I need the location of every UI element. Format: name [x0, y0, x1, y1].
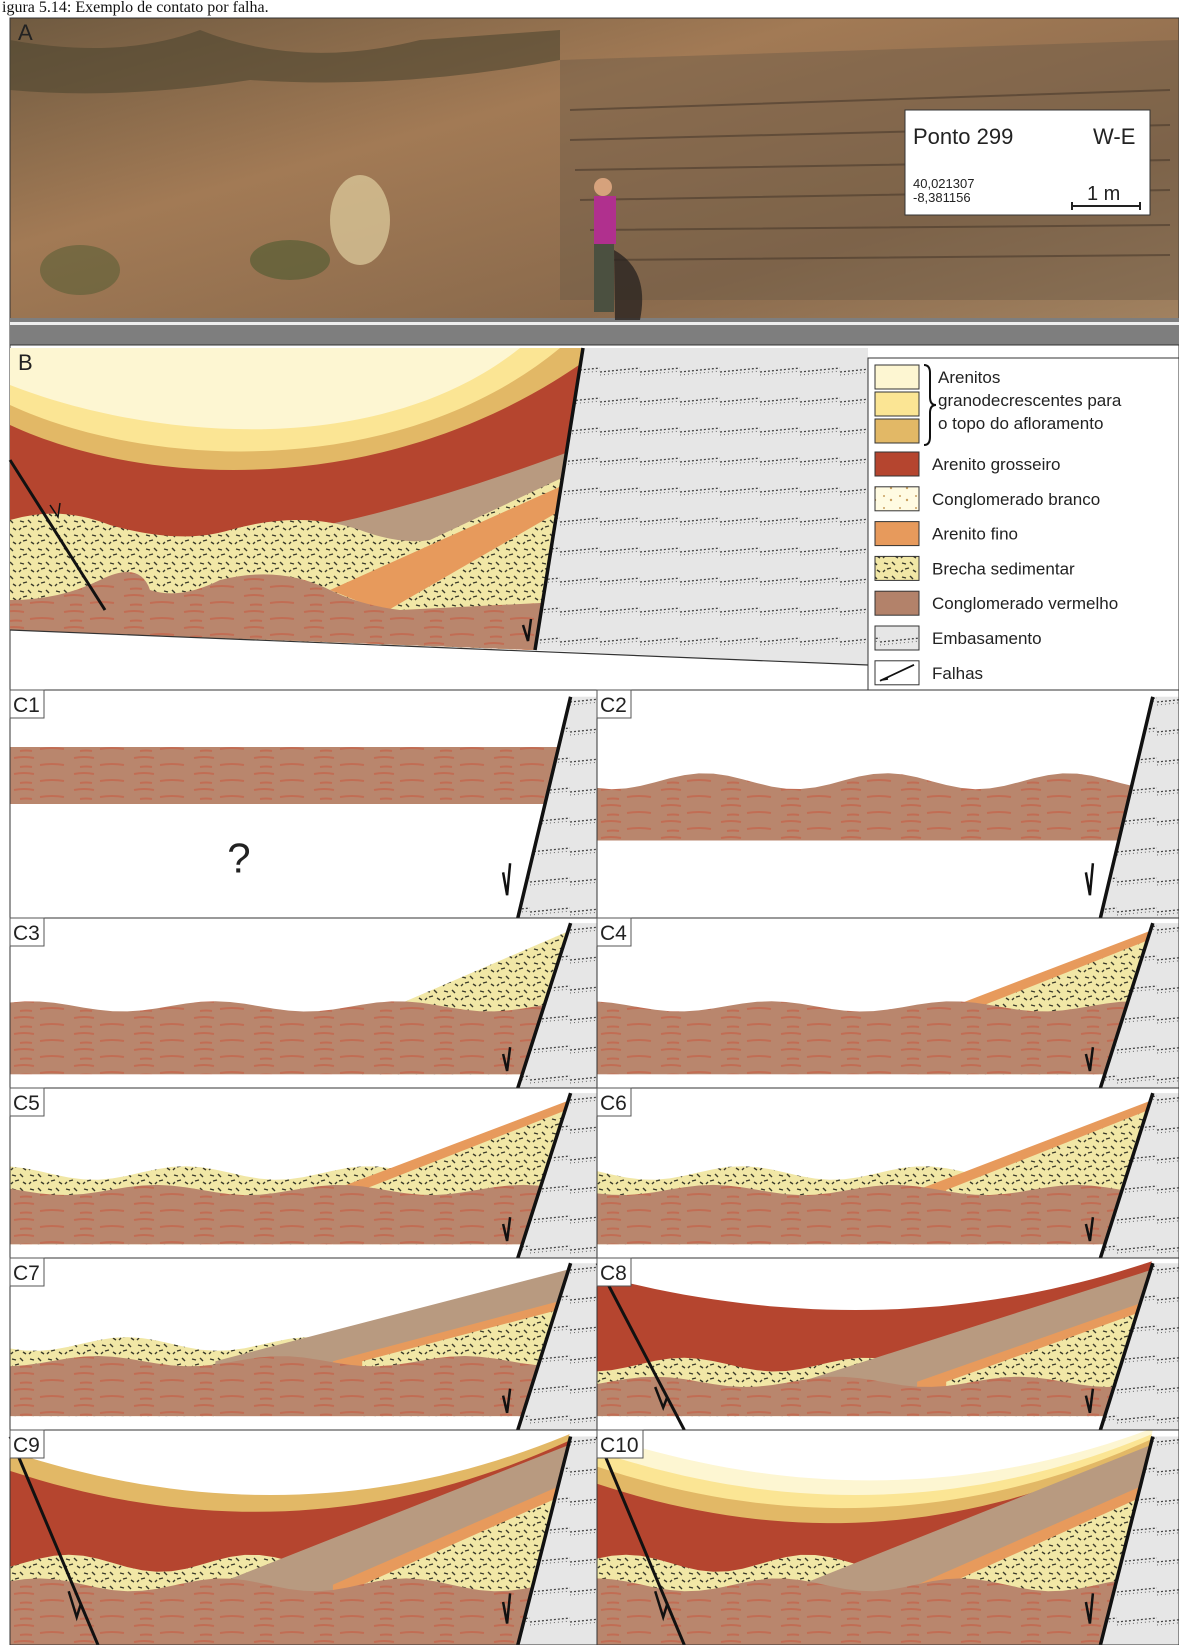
- stage-label: C8: [600, 1262, 627, 1285]
- stage-label: C5: [13, 1092, 40, 1115]
- figure: igura 5.14: Exemplo de contato por falha…: [0, 0, 1179, 1645]
- stage-panel: C7: [10, 1258, 597, 1439]
- stage-label: C3: [13, 922, 40, 945]
- legend-swatch: [875, 365, 919, 389]
- legend-label: Arenito fino: [932, 525, 1018, 544]
- legend-label: granodecrescentes para: [938, 391, 1122, 410]
- layers: [10, 747, 597, 804]
- stage-panel: C4: [597, 918, 1179, 1097]
- point-label: Ponto 299: [913, 124, 1013, 149]
- legend-label: Falhas: [932, 664, 983, 683]
- latitude: 40,021307: [913, 176, 974, 191]
- stage-panel: C2: [597, 690, 1179, 918]
- panel-label: B: [18, 350, 33, 375]
- legend-label: Embasamento: [932, 629, 1042, 648]
- legend-swatch: [875, 392, 919, 416]
- stage-label: C2: [600, 694, 627, 717]
- stage-panel: C10: [597, 1425, 1179, 1645]
- legend-swatch: [875, 452, 919, 476]
- legend-swatch: [875, 522, 919, 546]
- red-conglomerate: [597, 773, 1179, 840]
- stage-panel: C9: [10, 1430, 597, 1645]
- stage-panel: C6: [597, 1088, 1179, 1267]
- panel-label: A: [18, 20, 33, 45]
- legend-label: Conglomerado vermelho: [932, 594, 1118, 613]
- stage-label: C9: [13, 1434, 40, 1457]
- legend-swatch: [875, 487, 919, 511]
- stage-label: C7: [13, 1262, 40, 1285]
- direction: W-E: [1093, 124, 1135, 149]
- legend-swatch: [875, 556, 919, 580]
- longitude: -8,381156: [913, 190, 971, 205]
- legend-label: Conglomerado branco: [932, 490, 1100, 509]
- stage-label: C10: [600, 1434, 639, 1457]
- stage-label: C4: [600, 922, 627, 945]
- stage-note: ?: [227, 834, 250, 881]
- red-conglomerate: [10, 747, 597, 804]
- legend-swatch: [875, 591, 919, 615]
- scale-label: 1 m: [1087, 183, 1120, 205]
- stage-label: C1: [13, 694, 40, 717]
- caption: igura 5.14: Exemplo de contato por falha…: [2, 0, 269, 16]
- stage-panel: C5: [10, 1088, 597, 1267]
- legend-swatch: [875, 626, 919, 650]
- page: { "caption": "igura 5.14: Exemplo de con…: [0, 0, 1179, 1645]
- photo: [10, 18, 1179, 345]
- legend-label: Arenitos: [938, 368, 1000, 387]
- stage-panel: C8: [597, 1258, 1179, 1439]
- stage-panel: C1?: [10, 690, 597, 918]
- stage-label: C6: [600, 1092, 627, 1115]
- legend-label: Brecha sedimentar: [932, 559, 1075, 578]
- legend-label: Arenito grosseiro: [932, 455, 1061, 474]
- legend-label: o topo do afloramento: [938, 414, 1103, 433]
- legend-swatch: [875, 419, 919, 443]
- stage-panel: C3: [10, 918, 597, 1097]
- layers: [597, 773, 1179, 840]
